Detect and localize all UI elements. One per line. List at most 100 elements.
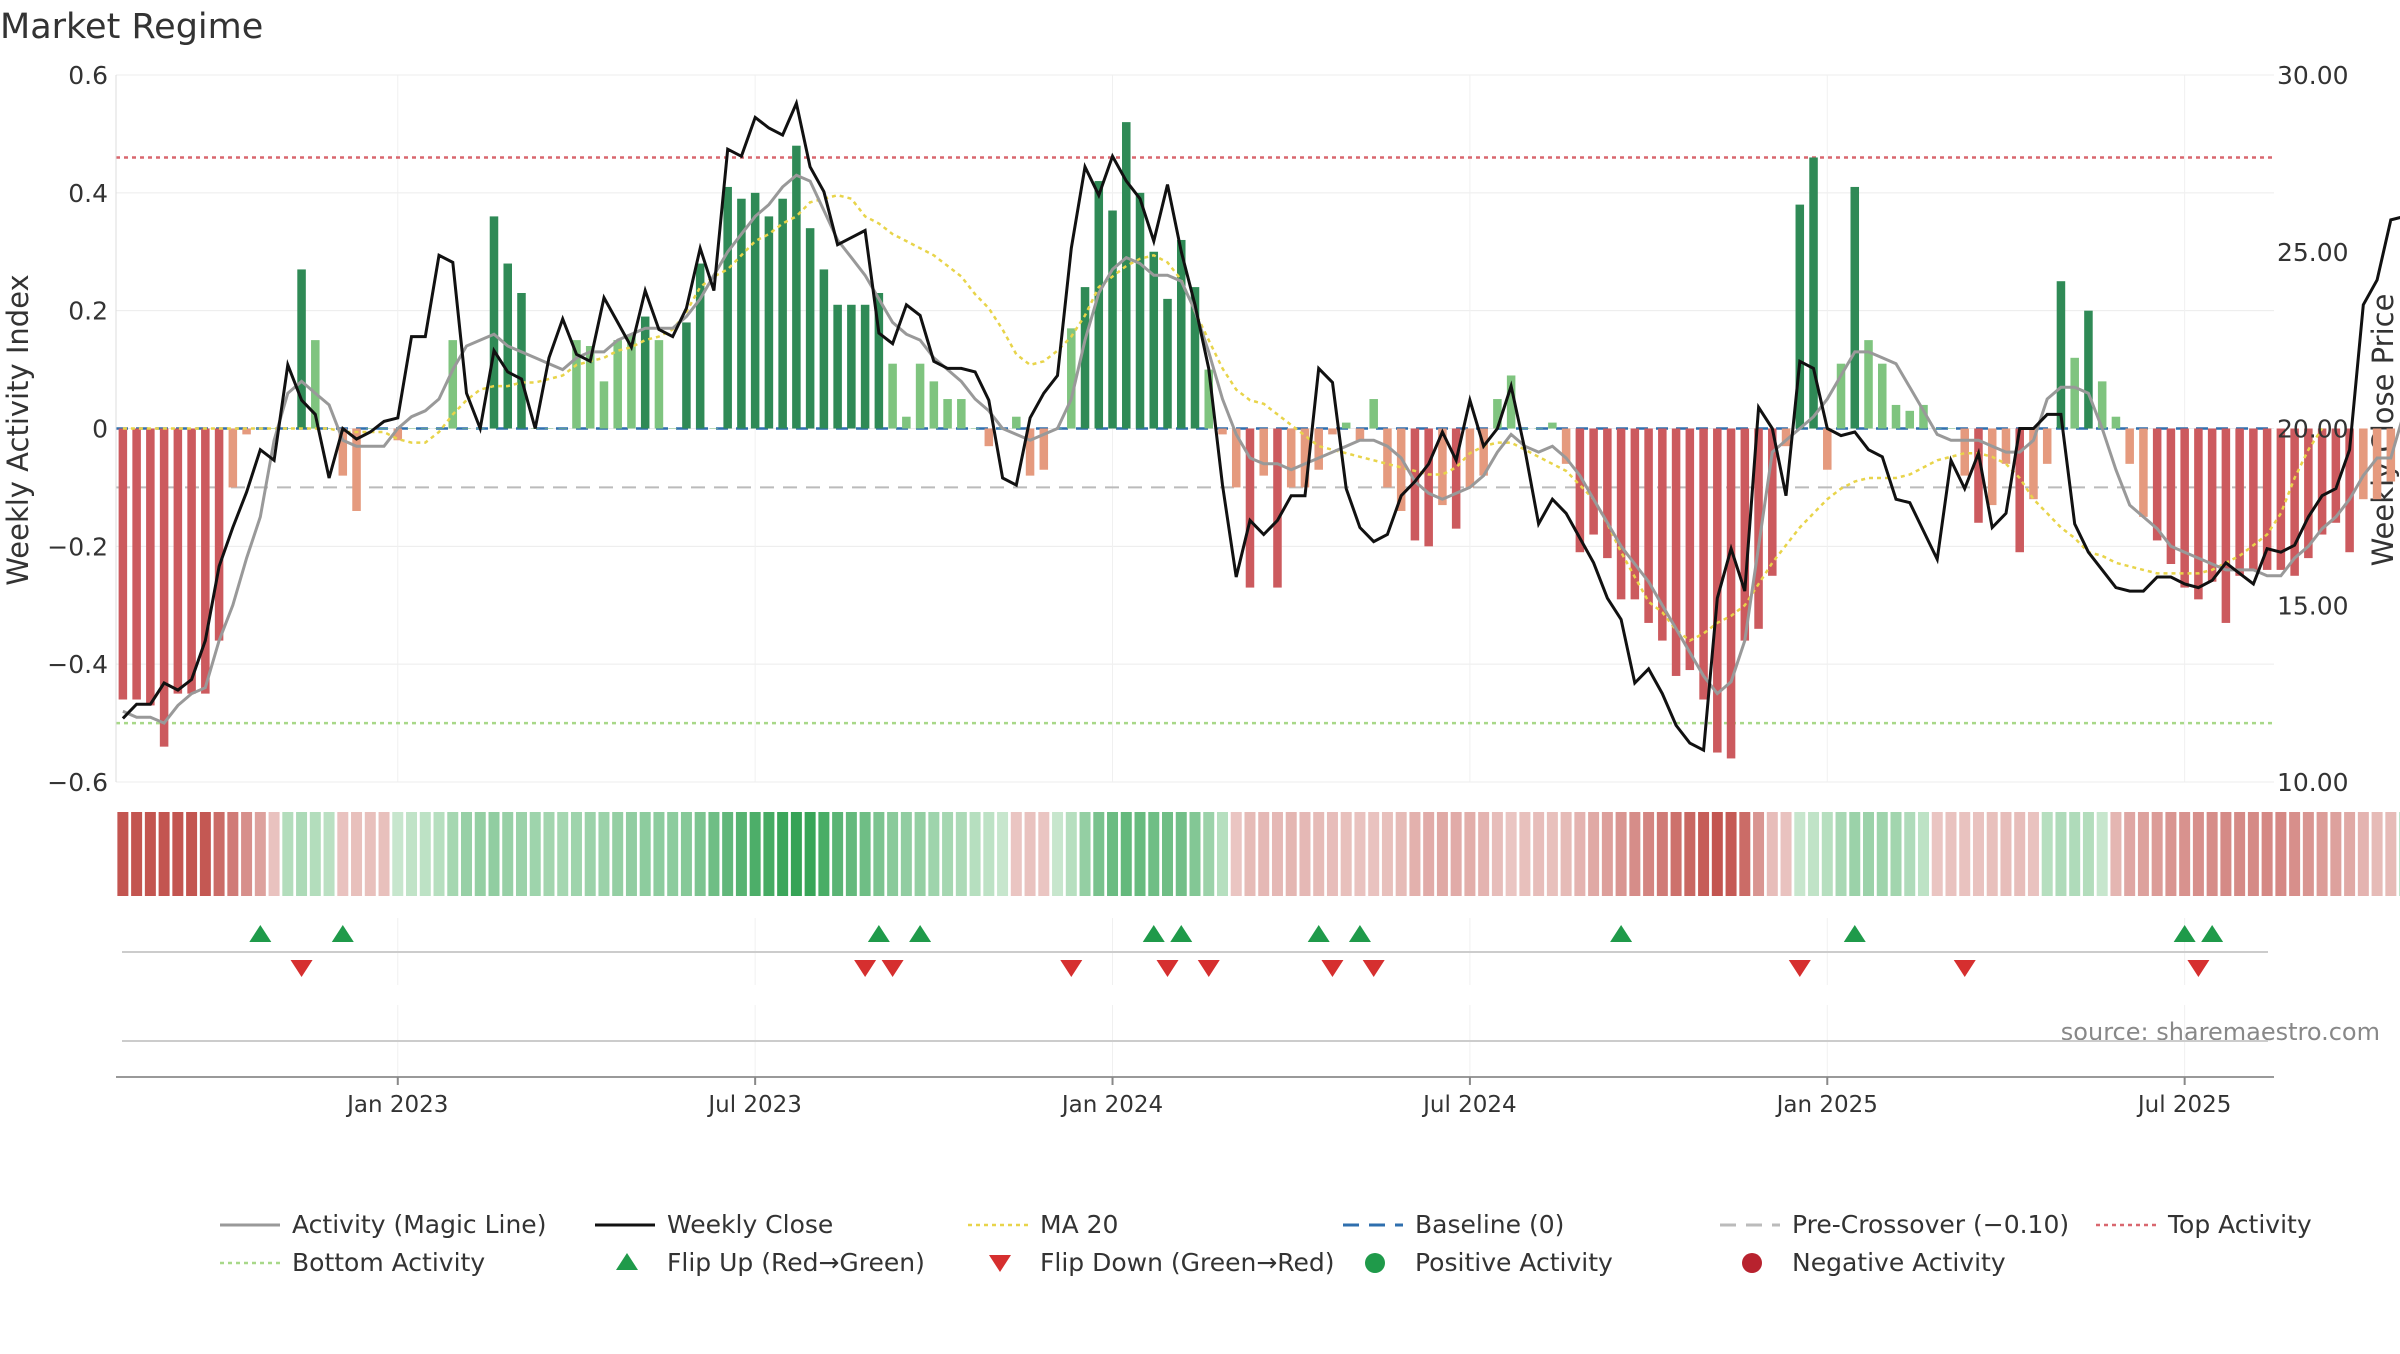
x-tick-label: Jan 2023: [345, 1092, 448, 1118]
y-tick-label: −0.2: [47, 532, 108, 561]
regime-cell: [1340, 812, 1352, 896]
activity-bar: [2372, 428, 2382, 500]
activity-bar: [764, 216, 774, 429]
y2-tick-label: 20.00: [2277, 415, 2349, 444]
regime-cell: [2330, 812, 2342, 896]
regime-cell: [2055, 812, 2067, 896]
activity-bar: [599, 381, 609, 429]
regime-cell: [1533, 812, 1545, 896]
regime-cell: [1134, 812, 1146, 896]
circle-icon: [1742, 1253, 1762, 1273]
activity-bar: [1190, 287, 1200, 429]
regime-cell: [1436, 812, 1448, 896]
activity-bar: [1685, 428, 1695, 671]
activity-bar: [1273, 428, 1282, 588]
regime-cell: [2124, 812, 2136, 896]
regime-cell: [131, 812, 143, 896]
legend-label: Pre-Crossover (−0.10): [1792, 1210, 2069, 1239]
regime-cell: [1808, 812, 1820, 896]
regime-cell: [515, 812, 527, 896]
regime-cell: [2316, 812, 2328, 896]
activity-bar: [833, 304, 842, 429]
regime-cell: [983, 812, 995, 896]
activity-bar: [1781, 428, 1791, 447]
regime-cell: [584, 812, 596, 896]
activity-bar: [1149, 251, 1159, 429]
regime-cell: [186, 812, 198, 896]
activity-bar: [2152, 428, 2162, 541]
y-tick-label: −0.6: [47, 768, 108, 797]
regime-cell: [309, 812, 321, 896]
regime-cell: [1107, 812, 1119, 896]
flip-up-marker: [1843, 925, 1866, 942]
activity-bar: [1919, 404, 1928, 429]
legend-label: Flip Down (Green→Red): [1040, 1248, 1335, 1277]
flip-down-marker: [2187, 960, 2210, 977]
regime-cell: [241, 812, 253, 896]
activity-bar: [1987, 428, 1997, 506]
regime-cell: [1065, 812, 1077, 896]
activity-bar: [1451, 428, 1461, 529]
activity-bar: [1658, 428, 1667, 641]
regime-cell: [378, 812, 390, 896]
flip-up-marker: [1610, 925, 1633, 942]
legend-label: Top Activity: [2167, 1210, 2312, 1239]
flip-up-marker: [1307, 925, 1330, 942]
regime-cell: [2234, 812, 2246, 896]
activity-bar: [146, 428, 155, 706]
regime-cell: [213, 812, 225, 896]
regime-cell: [1670, 812, 1682, 896]
activity-bar: [1163, 298, 1172, 429]
y2-tick-label: 30.00: [2277, 61, 2349, 90]
regime-cell: [323, 812, 335, 896]
activity-bar: [2276, 428, 2286, 570]
activity-bar: [2111, 416, 2121, 429]
regime-cell: [557, 812, 569, 896]
activity-bar: [2221, 428, 2231, 623]
regime-cell: [392, 812, 404, 896]
activity-bar: [1864, 340, 1873, 429]
y-tick-label: 0.2: [68, 297, 108, 326]
regime-cell: [2014, 812, 2026, 896]
flip-up-marker: [1142, 925, 1165, 942]
legend-label: Positive Activity: [1415, 1248, 1613, 1277]
regime-cell: [1024, 812, 1036, 896]
activity-bar: [1946, 428, 1956, 429]
activity-bar: [1768, 428, 1777, 576]
regime-cell: [1079, 812, 1091, 896]
legend-item: Flip Down (Green→Red): [989, 1248, 1335, 1277]
regime-cell: [2027, 812, 2039, 896]
regime-cell: [1519, 812, 1531, 896]
activity-bar: [324, 428, 334, 429]
legend-item: MA 20: [968, 1210, 1118, 1239]
activity-bar: [1396, 428, 1406, 511]
regime-cell: [1588, 812, 1600, 896]
regime-cell: [625, 812, 637, 896]
regime-cell: [777, 812, 789, 896]
regime-cell: [763, 812, 775, 896]
activity-bar: [2290, 428, 2299, 576]
x-tick-label: Jul 2024: [1421, 1092, 1517, 1118]
regime-cell: [364, 812, 376, 896]
x-tick-label: Jan 2024: [1060, 1092, 1163, 1118]
regime-cell: [1711, 812, 1723, 896]
regime-cell: [653, 812, 665, 896]
legend-item: Baseline (0): [1343, 1210, 1564, 1239]
activity-bar: [228, 428, 238, 488]
activity-bar: [1438, 428, 1447, 506]
activity-bar: [737, 198, 746, 429]
regime-cell: [1560, 812, 1572, 896]
regime-cell: [1574, 812, 1586, 896]
activity-bar: [2345, 428, 2354, 553]
regime-cell: [955, 812, 967, 896]
activity-bar: [2194, 428, 2203, 600]
activity-bar: [1589, 428, 1598, 535]
activity-bar: [1905, 410, 1915, 429]
regime-cell: [502, 812, 514, 896]
regime-cell: [735, 812, 747, 896]
regime-cell: [2206, 812, 2218, 896]
activity-bar: [1754, 428, 1763, 629]
regime-cell: [2371, 812, 2383, 896]
activity-bar: [2359, 428, 2368, 500]
